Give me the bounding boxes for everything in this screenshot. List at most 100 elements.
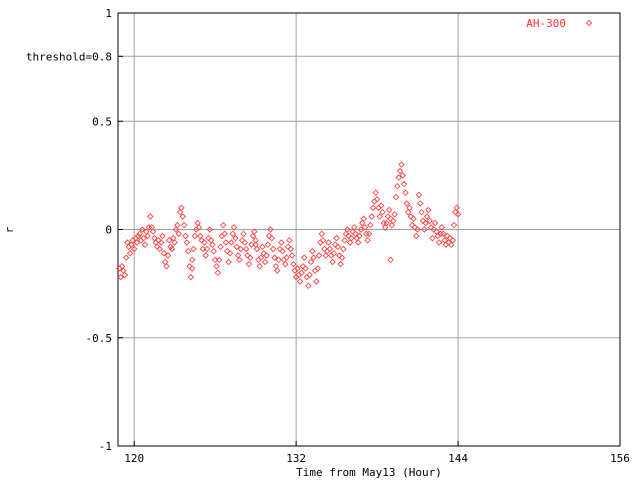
data-point [144, 232, 151, 240]
data-point [274, 267, 281, 274]
data-point [417, 200, 424, 207]
y-tick-label: 0 [105, 224, 112, 237]
data-point [122, 254, 130, 261]
data-point [140, 234, 147, 242]
data-point [135, 232, 142, 240]
data-point [147, 213, 154, 220]
data-point [369, 204, 377, 212]
data-point [172, 226, 180, 233]
data-point [421, 226, 428, 233]
data-point [195, 224, 203, 231]
legend-marker [585, 19, 593, 27]
data-point [338, 254, 346, 261]
data-point [225, 258, 232, 266]
data-point [449, 237, 456, 244]
grid-lines [118, 13, 620, 446]
data-point [361, 224, 369, 231]
data-point [117, 273, 124, 281]
data-point [387, 256, 394, 264]
data-point [383, 219, 390, 227]
axis-ticks: 120 132 144 156 -1 -0.5 0 0.5 threshold=0.8 1 [26, 7, 630, 465]
data-point [249, 232, 257, 240]
data-point [164, 252, 172, 259]
data-point [344, 226, 351, 233]
x-tick-label: 144 [448, 452, 468, 465]
y-tick-label: threshold=0.8 [26, 50, 112, 63]
y-tick-label: -0.5 [86, 332, 113, 345]
data-point [242, 245, 250, 253]
data-point [391, 211, 398, 218]
y-axis-label: r [3, 226, 16, 233]
data-point [356, 232, 363, 240]
data-point [259, 243, 266, 251]
data-point [450, 221, 458, 229]
data-point [350, 224, 358, 231]
data-point [388, 221, 396, 229]
data-point [341, 237, 348, 244]
data-point [310, 254, 317, 261]
x-tick-label: 132 [286, 452, 306, 465]
data-point [400, 180, 408, 188]
data-point [340, 245, 347, 253]
data-point [392, 193, 400, 201]
data-point [346, 239, 354, 246]
data-point [168, 245, 176, 253]
data-point [245, 260, 253, 268]
data-point [364, 237, 371, 244]
data-point [398, 161, 405, 168]
data-point [368, 213, 375, 220]
data-point [438, 224, 446, 231]
x-tick-label: 120 [124, 452, 144, 465]
data-point [145, 224, 153, 231]
x-tick-label: 156 [610, 452, 630, 465]
data-point [121, 271, 128, 279]
data-point [333, 234, 340, 242]
data-point [313, 278, 320, 285]
data-point [251, 228, 258, 235]
data-point [184, 247, 192, 255]
data-point [423, 213, 431, 220]
data-point [379, 208, 386, 216]
data-point [202, 252, 209, 259]
data-point [454, 211, 462, 218]
x-axis-label: Time from May13 (Hour) [296, 466, 442, 479]
data-point [221, 230, 228, 238]
data-point [191, 232, 199, 240]
data-point [203, 245, 211, 253]
data-point [288, 252, 296, 259]
data-point [190, 245, 197, 253]
data-point [414, 226, 421, 233]
data-point [403, 200, 411, 207]
data-point [399, 172, 406, 179]
data-point [307, 258, 315, 266]
legend-label: AH-300 [526, 17, 566, 30]
data-point [357, 226, 365, 233]
data-point [240, 230, 247, 238]
data-point [404, 208, 412, 216]
data-point [213, 263, 220, 270]
data-point [157, 239, 165, 246]
data-point [176, 208, 184, 216]
data-point [229, 230, 236, 238]
data-point [247, 254, 254, 261]
data-point [418, 208, 425, 216]
data-point [269, 245, 277, 253]
data-point [156, 245, 164, 253]
data-point [241, 239, 249, 246]
data-point [180, 221, 188, 229]
data-point [230, 224, 238, 231]
data-point [435, 239, 443, 246]
data-point [325, 239, 332, 246]
data-point [237, 245, 245, 253]
data-point [214, 269, 222, 277]
data-point [329, 258, 336, 266]
data-point [136, 230, 143, 238]
data-point [166, 237, 173, 244]
data-point [171, 239, 178, 246]
data-point [448, 241, 455, 248]
data-point [228, 239, 235, 246]
legend: AH-300 [526, 17, 593, 30]
data-point [271, 254, 278, 261]
data-point [426, 217, 433, 225]
data-point [415, 191, 423, 199]
